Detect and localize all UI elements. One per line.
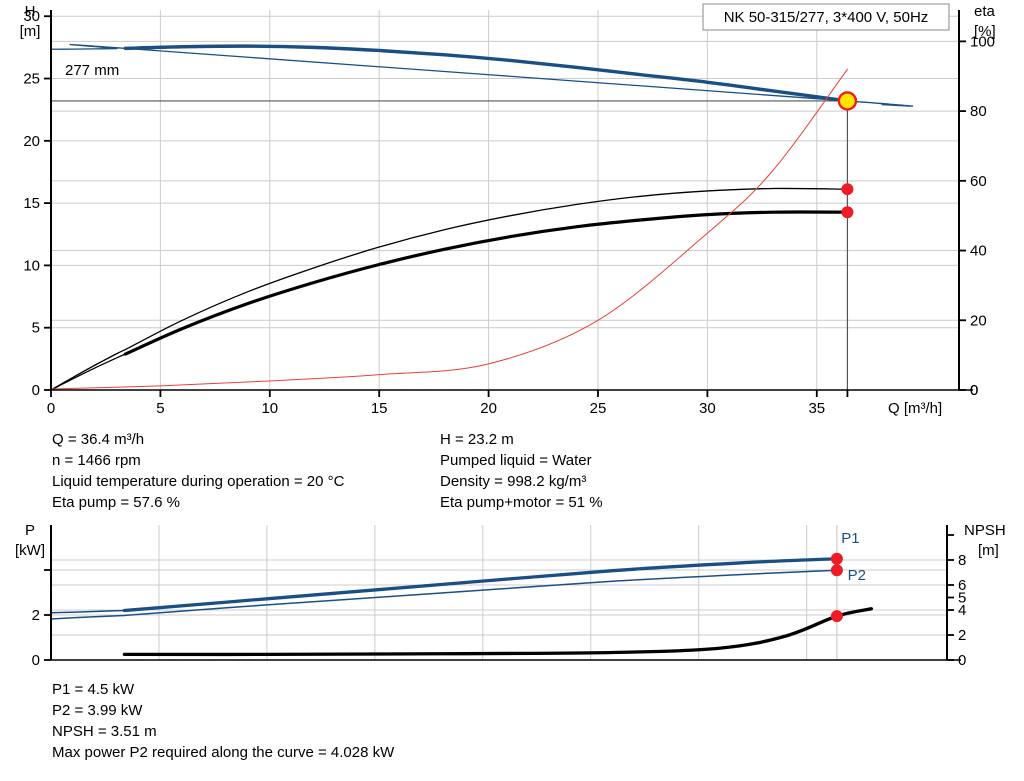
eta-pump-duty-marker [841, 183, 854, 196]
y-axis-unit-p: [kW] [15, 542, 45, 559]
power-npsh-chart: 0 2 0 2 456 8 P1 P2 P [kW] NPSH [m] [15, 522, 1006, 669]
tick-label-right: 4 [958, 602, 966, 619]
y2-axis-unit-npsh: [m] [978, 542, 999, 559]
duty-info-right-line: Pumped liquid = Water [440, 452, 592, 469]
tick-label-bottom: 30 [699, 400, 716, 417]
npsh-duty-marker [830, 610, 843, 623]
tick-label-right: 60 [970, 173, 987, 190]
tick-label-right: 80 [970, 103, 987, 120]
y-axis-title-p: P [25, 522, 35, 539]
tick-label-left: 2 [32, 607, 40, 624]
eta-pump-motor-duty-marker [841, 206, 854, 219]
tick-label-bottom: 5 [156, 400, 164, 417]
curve-eta-pump-thin-extension [50, 348, 127, 391]
duty-info-right-line: H = 23.2 m [440, 431, 514, 448]
plot-background [51, 10, 959, 390]
tick-label-bottom: 0 [47, 400, 55, 417]
tick-label-left: 0 [32, 382, 40, 399]
power-info: P1 = 4.5 kW P2 = 3.99 kW NPSH = 3.51 m Max … [52, 679, 394, 763]
tick-label-bottom: 25 [590, 400, 607, 417]
p2-duty-marker [830, 564, 843, 577]
impeller-diameter-label: 277 mm [65, 62, 119, 79]
duty-info-right: H = 23.2 m Pumped liquid = Water Density =… [440, 429, 603, 513]
power-info-line: Max power P2 required along the curve = … [52, 744, 395, 761]
curve-p2-thin-extension [50, 614, 126, 620]
power-info-line: P1 = 4.5 kW [52, 681, 135, 698]
tick-label-left: 0 [32, 652, 40, 669]
y2-axis-title-npsh: NPSH [964, 522, 1006, 539]
tick-label-left: 10 [23, 257, 40, 274]
tick-label-right: 0 [958, 652, 966, 669]
legend-box-frame [702, 3, 950, 31]
tick-label-right: 0 [970, 382, 978, 399]
tick-label-right: 100 [970, 33, 995, 50]
y-axis-title-h: H [25, 3, 36, 20]
series-label-p2: P2 [848, 567, 866, 584]
curve-npsh-top-chart-red [50, 68, 848, 390]
duty-info-left-line: n = 1466 rpm [52, 452, 141, 469]
x-axis-title-q: Q [m³/h] [888, 400, 942, 417]
tick-label-left: 5 [32, 320, 40, 337]
tick-label-right: 5 [958, 590, 966, 607]
duty-info-right-line: Eta pump+motor = 51 % [440, 494, 603, 511]
power-info-line: P2 = 3.99 kW [52, 702, 143, 719]
duty-info-left-line: Liquid temperature during operation = 20… [52, 473, 345, 490]
tick-label-bottom: 20 [480, 400, 497, 417]
tick-label-right: 8 [958, 552, 966, 569]
duty-info-left-line: Q = 36.4 m³/h [52, 431, 145, 448]
legend-box: NK 50-315/277, 3*400 V, 50Hz [702, 3, 950, 31]
duty-info-right-line: Density = 998.2 kg/m³ [440, 473, 587, 490]
y2-axis-unit-eta: [%] [974, 23, 996, 40]
series-label-p1: P1 [841, 530, 859, 547]
tick-label-left: 25 [23, 71, 40, 88]
tick-label-bottom: 15 [371, 400, 388, 417]
tick-label-right: 2 [958, 627, 966, 644]
tick-label-right: 20 [970, 312, 987, 329]
curve-p2 [123, 569, 838, 617]
curve-head-h-duty-range [123, 44, 850, 103]
tick-label-right: 6 [958, 577, 966, 594]
tick-label-bottom: 10 [261, 400, 278, 417]
curve-p1-thin-extension [50, 609, 126, 614]
duty-info-left-line: Eta pump = 57.6 % [52, 494, 180, 511]
y2-axis-title-eta: eta [974, 3, 996, 20]
curve-npsh [122, 607, 874, 657]
duty-point-marker[interactable] [837, 91, 858, 111]
curve-eta-pump-motor-thin-extension [50, 353, 127, 391]
tick-label-bottom: 35 [808, 400, 825, 417]
curve-p1 [122, 557, 839, 613]
duty-info-left: Q = 36.4 m³/h n = 1466 rpm Liquid temperat… [52, 429, 344, 513]
tick-label-left: 20 [23, 133, 40, 150]
plot-background [51, 525, 947, 660]
tick-label-left: 15 [23, 195, 40, 212]
curve-eta-pump [124, 187, 849, 351]
power-info-line: NPSH = 3.51 m [52, 723, 157, 740]
curve-eta-pump-motor [123, 210, 850, 356]
tick-label-right: 0 [970, 382, 978, 399]
bottom-chart-group: 0 2 0 2 456 8 P1 P2 P [kW] NPSH [m] [15, 522, 1006, 669]
legend-label: NK 50-315/277, 3*400 V, 50Hz [724, 9, 929, 26]
tick-label-left: 30 [23, 8, 40, 25]
tick-label-right: 40 [970, 243, 987, 260]
y-axis-unit-h: [m] [20, 23, 41, 40]
p1-duty-marker [830, 552, 843, 565]
